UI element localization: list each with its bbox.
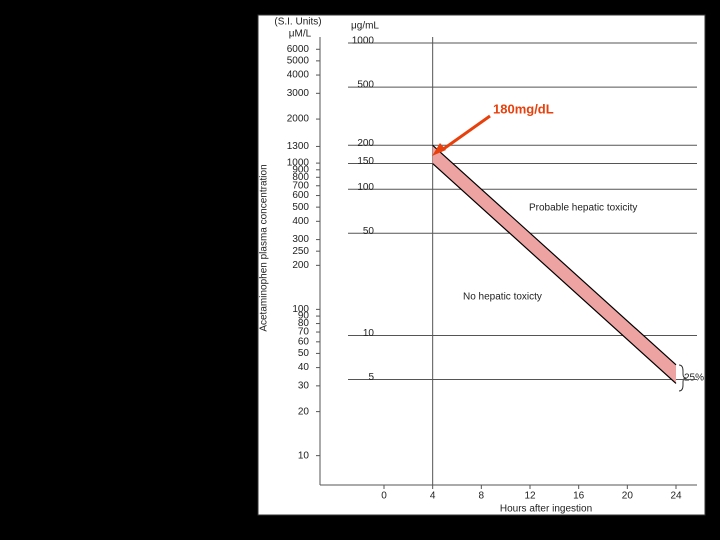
y2-tick-label: 5000 xyxy=(287,56,310,67)
y2-tick-label: 250 xyxy=(292,246,309,257)
y2-tick-label: 1000 xyxy=(287,158,310,169)
x-tick-label: 8 xyxy=(479,491,485,502)
y-tick-label: 150 xyxy=(357,156,374,167)
x-tick-label: 4 xyxy=(430,491,436,502)
y2-tick-label: 2000 xyxy=(287,114,310,125)
band-bracket xyxy=(678,364,687,392)
series-line xyxy=(432,144,677,366)
y2-tick-label: 60 xyxy=(298,336,310,347)
y2-tick-label: 400 xyxy=(292,216,309,227)
y2-tick-label: 80 xyxy=(298,318,310,329)
y2-tick-label: 900 xyxy=(292,164,309,175)
y2-unit: μM/L xyxy=(289,29,312,40)
y-tick-label: 50 xyxy=(363,226,375,237)
y2-tick-label: 50 xyxy=(298,348,310,359)
y2-tick-label: 10 xyxy=(298,450,310,461)
y2-tick-label: 1300 xyxy=(287,141,310,152)
region-label: Probable hepatic toxicity xyxy=(529,203,637,214)
y-tick-label: 1000 xyxy=(352,36,375,47)
band-width-label: 25% xyxy=(684,373,704,384)
y2-tick-label: 6000 xyxy=(287,44,310,55)
x-label: Hours after ingestion xyxy=(500,504,592,515)
x-tick-label: 24 xyxy=(670,491,682,502)
y2-tick-label: 4000 xyxy=(287,70,310,81)
panel xyxy=(257,14,706,516)
y2-tick-label: 90 xyxy=(298,311,310,322)
y2-tick-label: 800 xyxy=(292,172,309,183)
y2-tick-label: 700 xyxy=(292,180,309,191)
y-label: Acetaminophen plasma concentration xyxy=(259,164,270,331)
y-tick-label: 200 xyxy=(357,138,374,149)
y-tick-label: 100 xyxy=(357,182,374,193)
y-unit: μg/mL xyxy=(351,21,379,32)
series-line xyxy=(432,163,677,384)
x-tick-label: 12 xyxy=(524,491,536,502)
x-tick-label: 16 xyxy=(573,491,585,502)
x-tick-label: 0 xyxy=(381,491,387,502)
band-fill xyxy=(432,145,676,384)
y2-tick-label: 30 xyxy=(298,381,310,392)
y-tick-label: 5 xyxy=(368,372,374,383)
y-tick-label: 10 xyxy=(363,328,375,339)
marker-label: 180mg/dL xyxy=(493,101,554,116)
y2-tick-label: 3000 xyxy=(287,88,310,99)
y2-tick-label: 600 xyxy=(292,190,309,201)
marker-arrow xyxy=(441,114,491,152)
y2-tick-label: 300 xyxy=(292,234,309,245)
y2-tick-label: 500 xyxy=(292,202,309,213)
y2-tick-label: 100 xyxy=(292,304,309,315)
y2-tick-label: 70 xyxy=(298,327,310,338)
y2-tick-label: 40 xyxy=(298,362,310,373)
y2-tick-label: 200 xyxy=(292,260,309,271)
x-tick-label: 20 xyxy=(622,491,634,502)
y2-tick-label: 20 xyxy=(298,406,310,417)
marker-arrowhead xyxy=(432,143,446,156)
y-tick-label: 500 xyxy=(357,80,374,91)
y2-title: (S.I. Units) xyxy=(274,17,321,28)
region-label: No hepatic toxicty xyxy=(463,292,542,303)
